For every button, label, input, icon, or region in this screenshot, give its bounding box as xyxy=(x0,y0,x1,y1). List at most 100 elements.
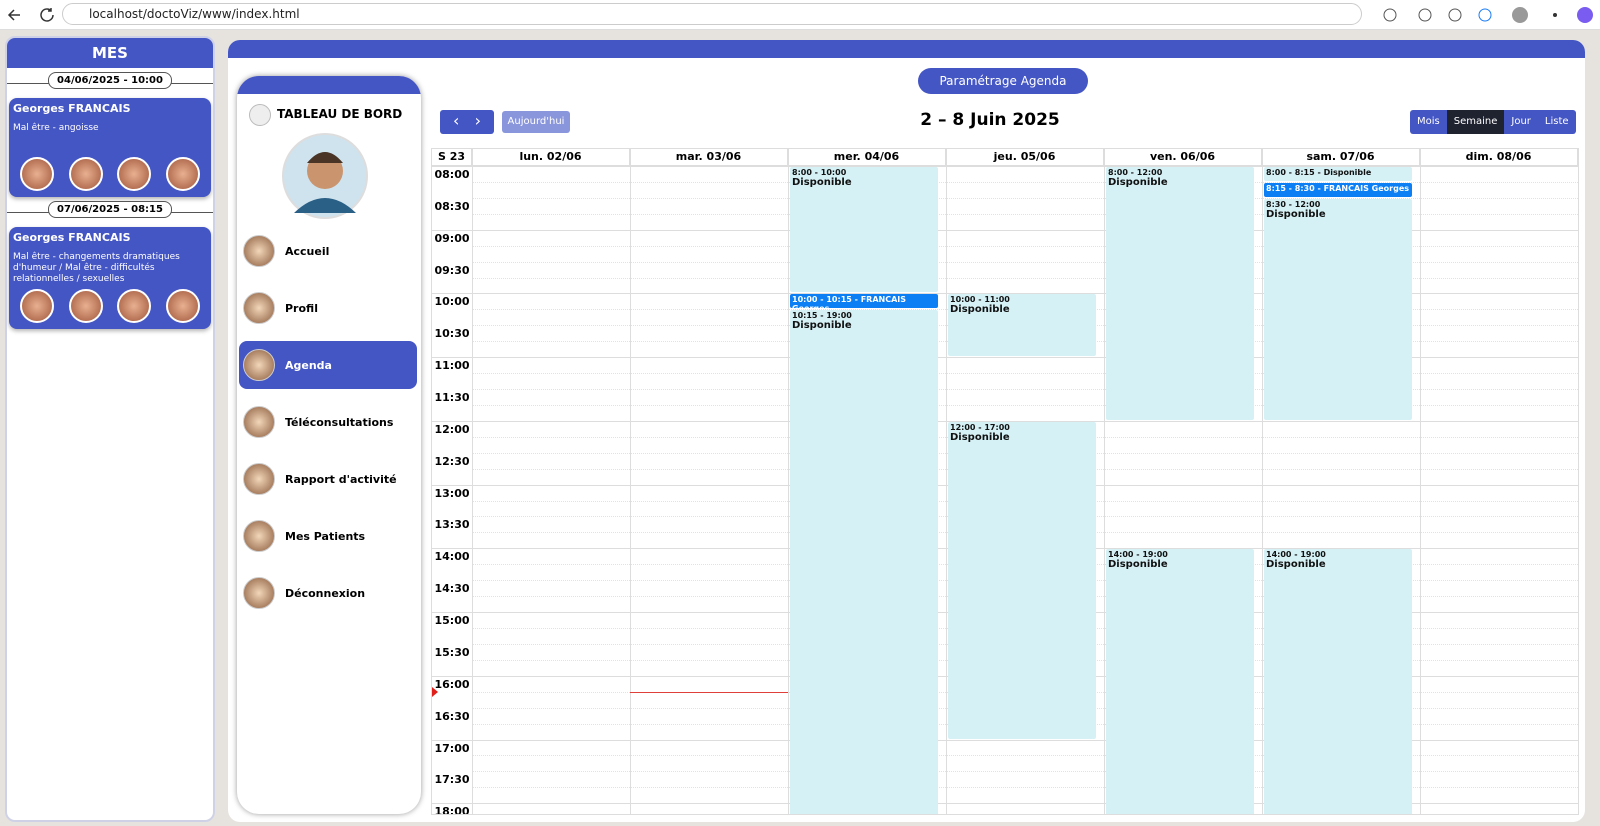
nav-label: Téléconsultations xyxy=(285,415,394,429)
date-row: 07/06/2025 - 08:15 xyxy=(7,201,213,223)
view-button[interactable]: Liste xyxy=(1537,110,1576,134)
slot-label: 09:30 xyxy=(434,263,470,277)
column-line xyxy=(630,149,631,814)
action-icon[interactable] xyxy=(68,157,103,191)
nav-icon xyxy=(243,292,275,324)
slot-label: 15:00 xyxy=(434,614,470,628)
slot-line xyxy=(472,213,1578,215)
event[interactable]: 8:15 - 8:30 - FRANCAIS Georges xyxy=(1264,182,1412,197)
date-pill: 07/06/2025 - 08:15 xyxy=(48,201,172,218)
slot-label: 11:00 xyxy=(434,359,470,373)
nav-icon xyxy=(243,406,275,438)
action-icon[interactable] xyxy=(20,157,55,191)
nav-item[interactable]: Profil xyxy=(239,284,417,332)
action-icon[interactable] xyxy=(117,289,152,323)
day-header: ven. 06/06 xyxy=(1104,149,1262,166)
slot-line xyxy=(432,803,1578,805)
event[interactable]: 10:15 - 19:00 Disponible xyxy=(790,310,938,814)
nav-buttons[interactable] xyxy=(6,6,56,24)
nav-item[interactable]: Accueil xyxy=(239,227,417,275)
column-line xyxy=(1104,149,1105,814)
slot-label: 17:30 xyxy=(434,773,470,787)
date-pill: 04/06/2025 - 10:00 xyxy=(48,72,172,89)
nav-label: Agenda xyxy=(285,358,332,372)
nav-item[interactable]: Agenda xyxy=(239,341,417,389)
nav-item[interactable]: Rapport d'activité xyxy=(239,455,417,503)
action-icons xyxy=(13,289,207,323)
slot-line xyxy=(432,293,1578,295)
nav-icon xyxy=(243,349,275,381)
event[interactable]: 8:00 - 12:00 Disponible xyxy=(1106,167,1254,420)
action-icon[interactable] xyxy=(165,289,200,323)
nav-item[interactable]: Déconnexion xyxy=(239,569,417,617)
action-icon[interactable] xyxy=(165,157,200,191)
slot-line xyxy=(472,261,1578,263)
url-field[interactable]: localhost/doctoViz/www/index.html xyxy=(62,3,1362,25)
event[interactable]: 10:00 - 10:15 - FRANCAIS Georges xyxy=(790,294,938,309)
day-header: mer. 04/06 xyxy=(788,149,946,166)
day-header: jeu. 05/06 xyxy=(946,149,1104,166)
slot-label: 17:00 xyxy=(434,741,470,755)
day-header: mar. 03/06 xyxy=(630,149,788,166)
column-line xyxy=(472,149,473,814)
nav-icon xyxy=(243,235,275,267)
slot-line xyxy=(472,181,1578,183)
slot-label: 13:30 xyxy=(434,518,470,532)
event[interactable]: 8:00 - 8:15 - Disponible xyxy=(1264,167,1412,181)
slot-label: 18:00 xyxy=(434,805,470,815)
nav-label: Accueil xyxy=(285,244,330,258)
panel-title: MES TÉLÉCONSULTATIONS xyxy=(7,38,213,92)
column-line xyxy=(946,149,947,814)
event[interactable]: 8:30 - 12:00 Disponible xyxy=(1264,198,1412,420)
slot-label: 16:30 xyxy=(434,709,470,723)
slot-line xyxy=(472,245,1578,247)
nav-item[interactable]: Téléconsultations xyxy=(239,398,417,446)
slot-label: 16:00 xyxy=(434,677,470,691)
event-title: Disponible xyxy=(792,320,852,332)
event[interactable]: 14:00 - 19:00 Disponible xyxy=(1106,549,1254,814)
slot-line xyxy=(472,373,1578,375)
nav-card: TABLEAU DE BORD Accueil Profil Agenda Téléc… xyxy=(237,76,421,814)
dashboard-icon xyxy=(249,104,271,126)
nav-item[interactable]: Mes Patients xyxy=(239,512,417,560)
browser-icons xyxy=(1383,7,1593,23)
event[interactable]: 14:00 - 19:00 Disponible xyxy=(1264,549,1412,814)
nav-label: Mes Patients xyxy=(285,529,366,543)
slot-line xyxy=(472,787,1578,789)
slot-label: 14:00 xyxy=(434,550,470,564)
day-header: lun. 02/06 xyxy=(472,149,630,166)
event-title: Disponible xyxy=(950,304,1010,316)
prev-next[interactable]: ‹ › xyxy=(440,110,494,134)
nav-label: Rapport d'activité xyxy=(285,472,397,486)
slot-label: 10:30 xyxy=(434,327,470,341)
column-line xyxy=(788,149,789,814)
slot-line xyxy=(432,229,1578,231)
view-button[interactable]: Jour xyxy=(1504,110,1538,134)
action-icon[interactable] xyxy=(20,289,55,323)
event-title: Disponible xyxy=(1266,208,1326,220)
appointment-card[interactable]: Georges FRANCAIS Mal être - angoisse xyxy=(9,98,211,197)
appointment-card[interactable]: Georges FRANCAIS Mal être - changements d… xyxy=(9,227,211,329)
event-time: 14:00 - 19:00 xyxy=(1266,550,1326,560)
event-title: Disponible xyxy=(1108,177,1168,188)
slot-line xyxy=(432,739,1578,741)
event[interactable]: 8:00 - 10:00 Disponible xyxy=(790,167,938,293)
view-button[interactable]: Mois xyxy=(1410,110,1447,134)
reason: Mal être - changements dramatiques d'hum… xyxy=(13,252,180,284)
column-line xyxy=(1420,149,1421,814)
teleconsult-panel: MES TÉLÉCONSULTATIONS 04/06/2025 - 10:00… xyxy=(5,36,215,822)
event[interactable]: 10:00 - 11:00 Disponible xyxy=(948,294,1096,357)
today-button[interactable]: Aujourd'hui xyxy=(502,111,570,133)
day-header: sam. 07/06 xyxy=(1262,149,1420,166)
event-label: 8:00 - 8:15 - Disponible xyxy=(1266,168,1372,177)
view-button[interactable]: Semaine xyxy=(1446,110,1505,134)
action-icon[interactable] xyxy=(117,157,152,191)
action-icon[interactable] xyxy=(68,289,103,323)
settings-button[interactable]: Paramétrage Agenda xyxy=(918,68,1088,94)
nav-label: Déconnexion xyxy=(285,586,366,600)
slot-label: 08:30 xyxy=(434,199,470,213)
event[interactable]: 12:00 - 17:00 Disponible xyxy=(948,421,1096,739)
now-line xyxy=(630,691,788,693)
action-icons xyxy=(13,157,207,191)
slot-label: 15:30 xyxy=(434,645,470,659)
